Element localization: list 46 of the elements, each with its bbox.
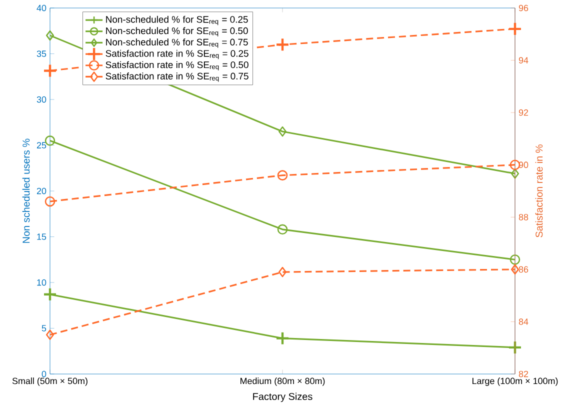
legend-label: Satisfaction rate in % SE$_{req}$ = 0.75 [106, 72, 248, 82]
legend-label: Non-scheduled % for SE$_{req}$ = 0.50 [106, 27, 248, 36]
y-tick-label: 40 [36, 4, 46, 12]
point [278, 266, 287, 278]
point [44, 196, 56, 207]
point [510, 168, 520, 179]
y2-tick-label: 84 [518, 318, 528, 325]
y2-tick-label: 92 [518, 109, 528, 116]
point [275, 38, 290, 52]
legend-label: Non-scheduled % for SE$_{req}$ = 0.25 [106, 16, 248, 26]
y-tick-label: 20 [36, 188, 46, 194]
y2-tick-label: 94 [518, 57, 528, 64]
y2-tick-label: 96 [518, 4, 528, 12]
x-axis-title: Factory Sizes [253, 392, 312, 402]
y2-tick-label: 82 [518, 370, 528, 378]
y-tick-label: 30 [36, 96, 46, 103]
y-tick-label: 0 [42, 370, 46, 378]
point [508, 340, 522, 355]
point [510, 160, 520, 170]
point [510, 254, 520, 265]
legend-label: Non-scheduled % for SE$_{req}$ = 0.75 [106, 38, 248, 48]
x-tick-label: Large (100m × 100m) [472, 378, 558, 386]
x-tick-label: Medium (80m × 80m) [240, 378, 325, 386]
point [510, 264, 520, 275]
y-tick-label: 5 [42, 325, 46, 332]
point [277, 170, 288, 180]
point [46, 30, 54, 41]
y-tick-label: 10 [37, 279, 46, 286]
point [44, 136, 56, 146]
legend-label: Satisfaction rate in % SE$_{req}$ = 0.50 [106, 61, 248, 70]
y2-tick-label: 88 [518, 214, 528, 220]
point [275, 331, 290, 346]
point [277, 224, 288, 235]
y-tick-label: 35 [36, 50, 46, 57]
point [42, 287, 58, 302]
legend-label: Satisfaction rate in % SE$_{req}$ = 0.25 [106, 50, 248, 60]
point [278, 126, 287, 137]
y-tick-label: 15 [37, 234, 46, 240]
y2-tick-label: 86 [518, 266, 528, 273]
y-axis-title: Non scheduled users % [22, 138, 30, 243]
x-tick-label: Small (50m × 50m) [12, 378, 88, 386]
y-tick-label: 25 [36, 142, 46, 148]
point [508, 22, 522, 36]
point [42, 64, 58, 78]
point [46, 330, 54, 340]
y2-axis-title: Satisfaction rate in % [535, 144, 543, 238]
